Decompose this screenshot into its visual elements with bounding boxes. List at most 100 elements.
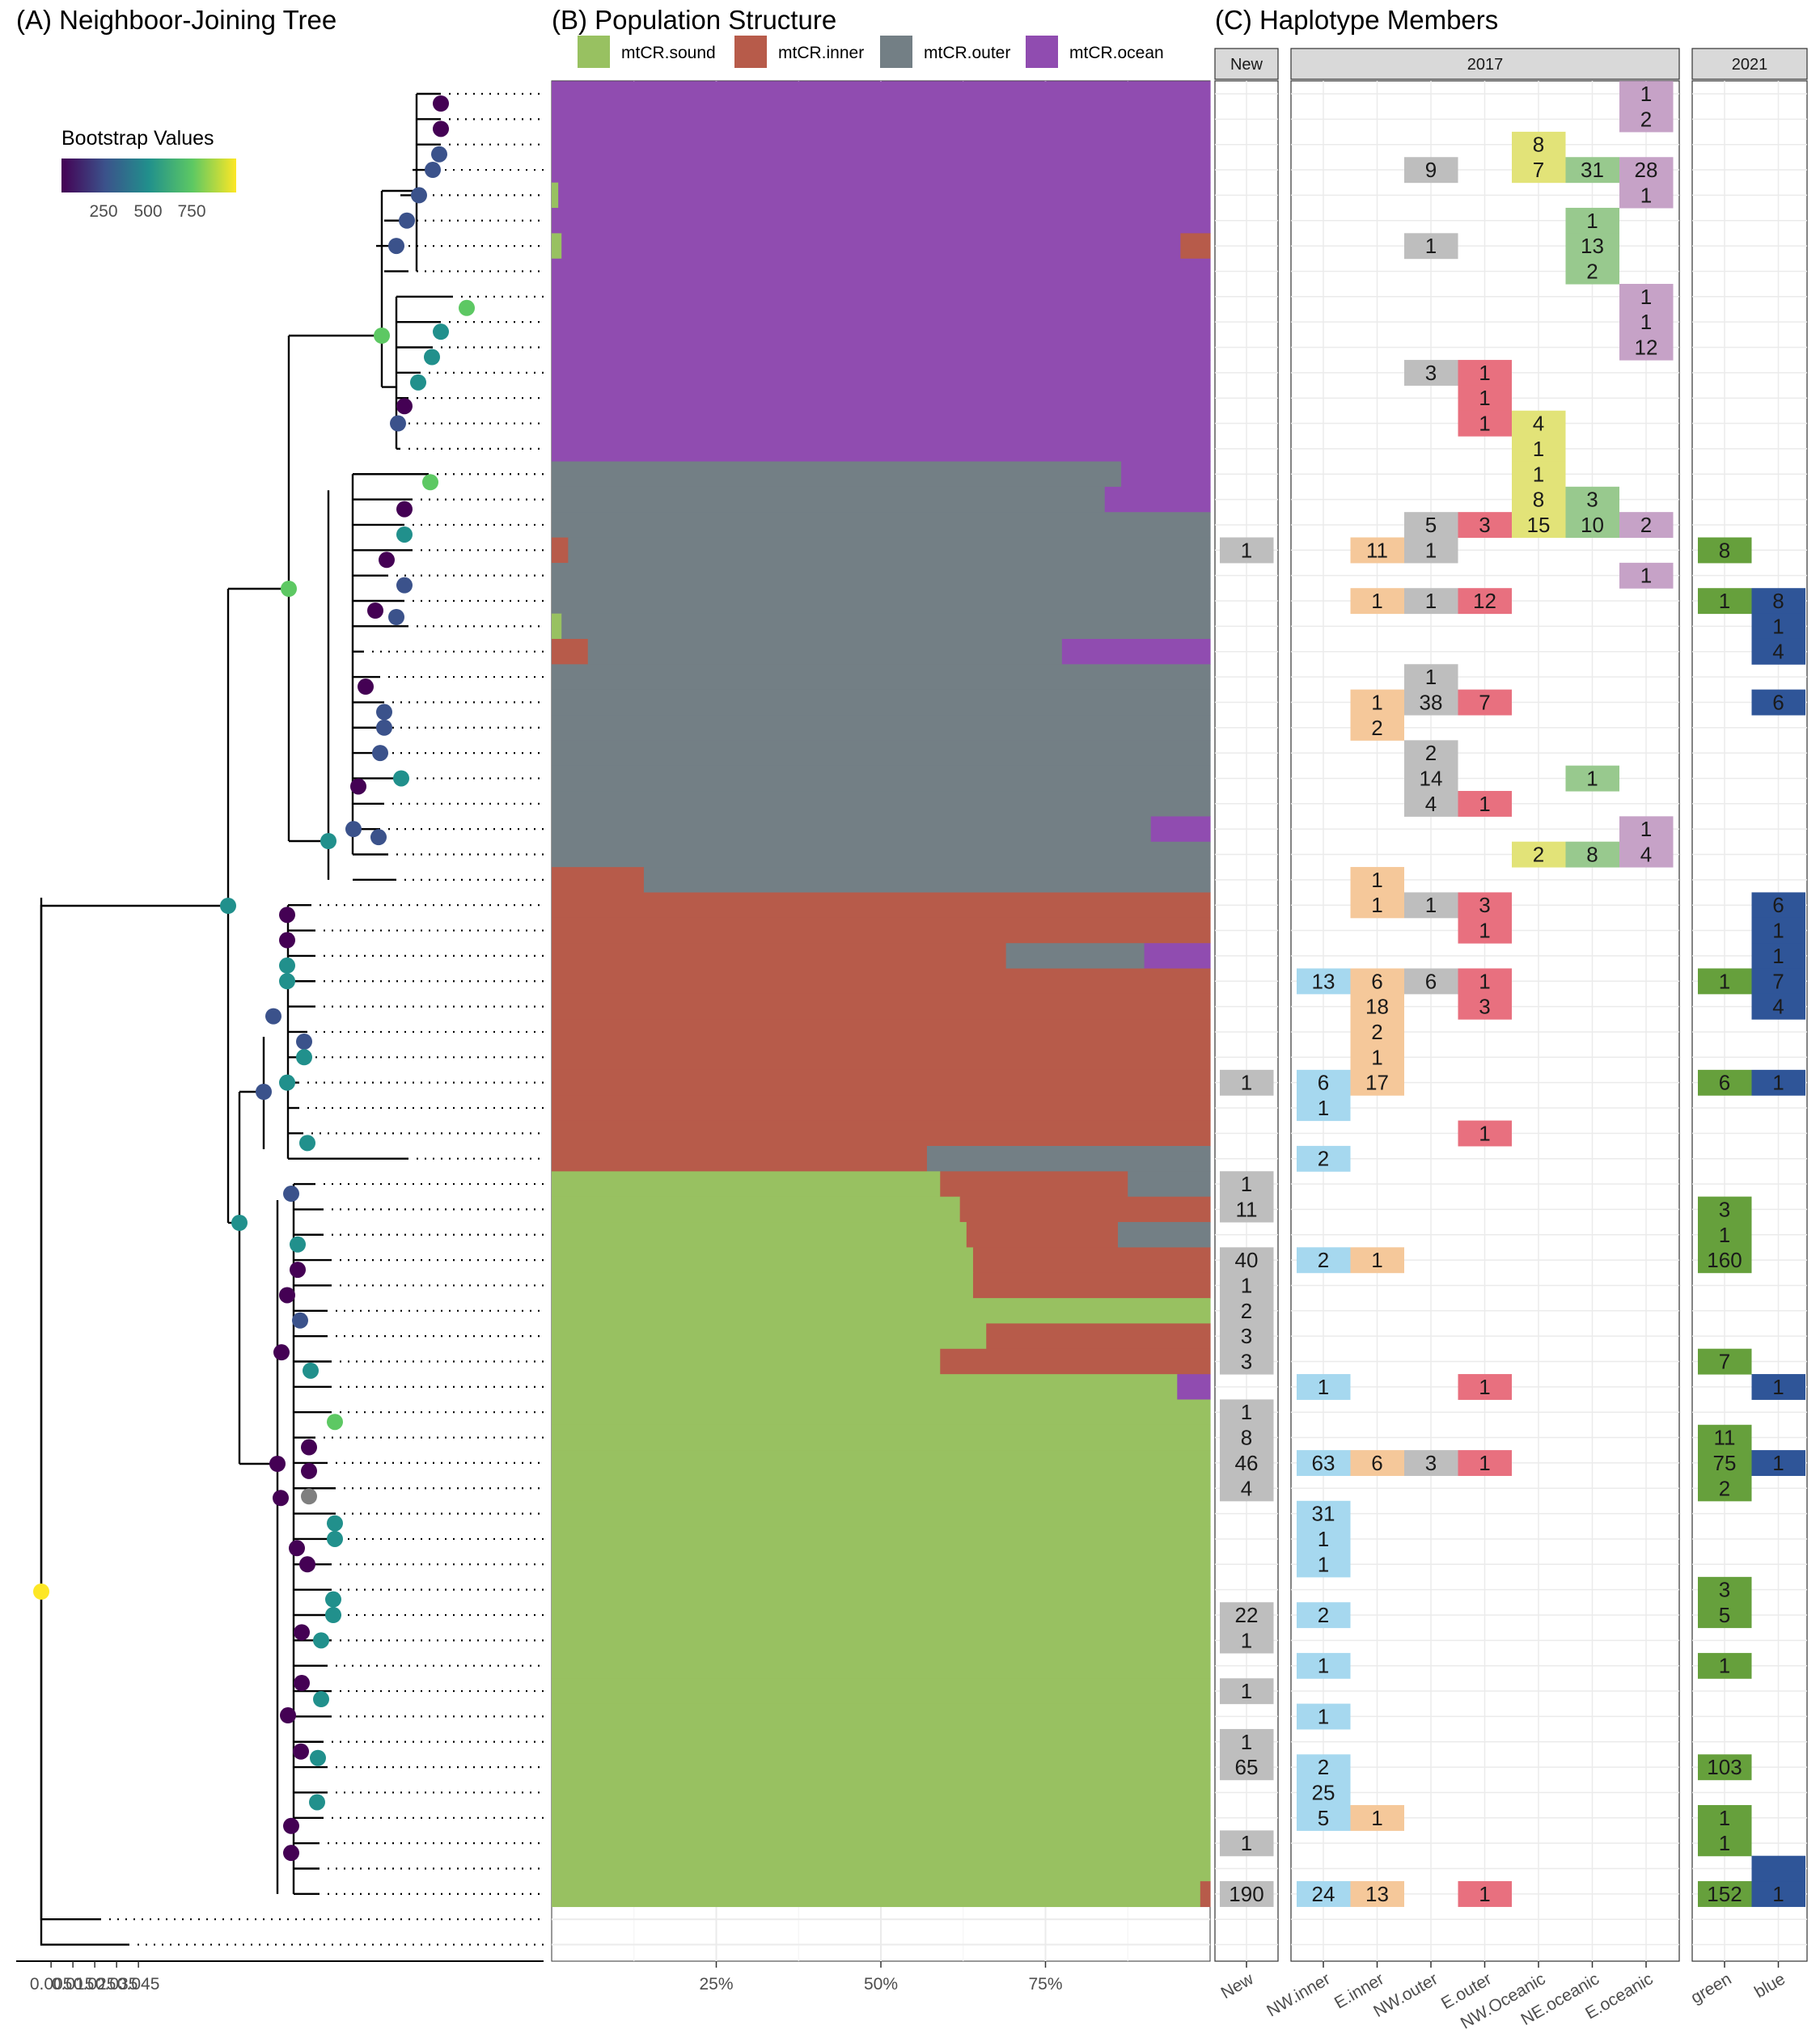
tree-node	[292, 1312, 308, 1329]
haplo-cell-value: 1	[1719, 1831, 1730, 1855]
haplo-cell-value: 6	[1772, 893, 1784, 917]
haplo-cell-E.outer	[1458, 385, 1512, 412]
tree-node	[393, 770, 409, 787]
tree-node	[396, 501, 413, 518]
structure-bar-mtCR.ocean	[1104, 486, 1211, 513]
structure-bar-mtCR.sound	[552, 233, 562, 260]
haplo-cell-value: 1	[1479, 1882, 1490, 1906]
tree-node	[376, 719, 392, 736]
tree-node	[283, 1845, 299, 1862]
legend-swatch-inner	[734, 36, 767, 68]
tree-node	[376, 704, 392, 721]
haplo-cell-value: 5	[1425, 513, 1437, 537]
haplo-cell-E.outer	[1458, 892, 1512, 919]
haplo-cell-value: 8	[1772, 589, 1784, 613]
haplo-cell-value: 3	[1425, 1451, 1437, 1475]
structure-bar-mtCR.outer	[561, 613, 1211, 640]
haplo-cell-value: 1	[1371, 868, 1382, 892]
structure-bar-mtCR.ocean	[558, 182, 1211, 209]
haplo-cell-E.outer	[1458, 410, 1512, 437]
haplo-cell-blue	[1751, 1450, 1805, 1476]
structure-bar-mtCR.ocean	[552, 360, 1211, 387]
haplo-cell-value: 6	[1425, 969, 1437, 993]
structure-bar-mtCR.sound	[552, 1627, 1211, 1654]
haplo-cell-blue	[1751, 689, 1805, 716]
tree-node	[301, 1439, 317, 1456]
haplo-cell-NE.oceanic	[1565, 512, 1619, 539]
haplo-cell-value: 3	[1241, 1350, 1252, 1374]
haplo-cell-value: 1	[1533, 437, 1544, 461]
haplo-cell-value: 1	[1241, 1172, 1252, 1196]
haplo-cell-value: 13	[1365, 1882, 1389, 1906]
haplo-cell-value: 1	[1425, 665, 1437, 689]
legend-label-outer: mtCR.outer	[924, 44, 1010, 62]
haplo-cell-blue	[1751, 1374, 1805, 1400]
haplo-cell-value: 1	[1318, 1375, 1329, 1399]
haplo-cell-New	[1220, 1627, 1274, 1654]
haplo-cell-NW.outer	[1404, 588, 1458, 615]
haplo-cell-green	[1698, 588, 1752, 615]
structure-bar-mtCR.outer	[552, 562, 1211, 589]
tree-node	[422, 474, 438, 491]
haplo-cell-value: 1	[1640, 564, 1652, 588]
haplo-cell-value: 4	[1241, 1476, 1252, 1500]
haplo-cell-NW.outer	[1404, 233, 1458, 260]
haplo-cell-green	[1698, 537, 1752, 564]
bootstrap-tick-750: 750	[177, 202, 205, 221]
structure-bar-mtCR.inner	[986, 1323, 1211, 1350]
structure-bar-mtCR.sound	[552, 613, 562, 640]
tree-node	[388, 609, 404, 625]
haplo-cell-value: 1	[1318, 1527, 1329, 1551]
haplo-cell-New	[1220, 1069, 1274, 1096]
haplo-cell-value: 75	[1713, 1451, 1737, 1475]
haplo-cell-E.inner	[1350, 689, 1404, 716]
haplo-cell-E.oceanic	[1619, 512, 1674, 539]
haplo-cell-NW.Oceanic	[1512, 486, 1566, 513]
haplo-cell-green	[1698, 1830, 1752, 1857]
tree-node	[294, 1675, 310, 1692]
haplo-cell-value: 4	[1772, 995, 1784, 1019]
haplo-cell-NW.outer	[1404, 1450, 1458, 1476]
structure-bar-mtCR.sound	[552, 1323, 987, 1350]
haplo-cell-value: 1	[1719, 969, 1730, 993]
haplo-cell-value: 5	[1719, 1603, 1730, 1627]
bootstrap-colorbar	[61, 159, 236, 192]
tree-node	[273, 1344, 290, 1361]
haplo-cell-value: 1	[1371, 1045, 1382, 1069]
haplo-cell-value: 2	[1719, 1476, 1730, 1500]
tree-node	[313, 1632, 329, 1649]
haplo-cell-value: 10	[1581, 513, 1604, 537]
haplo-cell-value: 1	[1772, 1071, 1784, 1095]
legend-swatch-ocean	[1026, 36, 1058, 68]
haplo-cell-value: 3	[1241, 1324, 1252, 1348]
haplo-cell-E.inner	[1350, 1044, 1404, 1071]
structure-bar-mtCR.inner	[972, 1247, 1211, 1274]
tree-node	[396, 526, 413, 543]
haplo-cell-value: 1	[1640, 817, 1652, 841]
haplo-cell-value: 7	[1479, 690, 1490, 714]
haplo-cell-NW.Oceanic	[1512, 410, 1566, 437]
panel-a-title: (A) Neighboor-Joining Tree	[16, 5, 336, 35]
structure-bar-mtCR.sound	[552, 1653, 1211, 1679]
haplo-cell-NW.Oceanic	[1512, 512, 1566, 539]
structure-bar-mtCR.outer	[552, 588, 1211, 615]
haplo-cell-NW.inner	[1297, 1374, 1351, 1400]
haplo-cell-value: 1	[1241, 1730, 1252, 1754]
haplo-cell-NW.inner	[1297, 1779, 1351, 1806]
structure-bar-mtCR.inner	[552, 639, 589, 665]
structure-bar-mtCR.inner	[1200, 1881, 1211, 1908]
haplo-cell-value: 1	[1719, 1654, 1730, 1678]
structure-bar-mtCR.sound	[552, 1399, 1211, 1426]
haplo-cell-green	[1698, 1424, 1752, 1451]
haplo-cell-value: 1	[1371, 1248, 1382, 1272]
structure-bar-mtCR.sound	[552, 1171, 941, 1198]
structure-bar-mtCR.inner	[552, 537, 569, 564]
tree-node	[279, 907, 295, 924]
tree-node	[396, 398, 413, 415]
haplo-cell-green	[1698, 1450, 1752, 1476]
population-structure-plot	[551, 80, 1211, 1962]
haplo-cell-value: 2	[1533, 843, 1544, 867]
haplo-cell-value: 6	[1772, 690, 1784, 714]
tree-node	[279, 973, 295, 990]
structure-bar-mtCR.sound	[552, 182, 559, 209]
